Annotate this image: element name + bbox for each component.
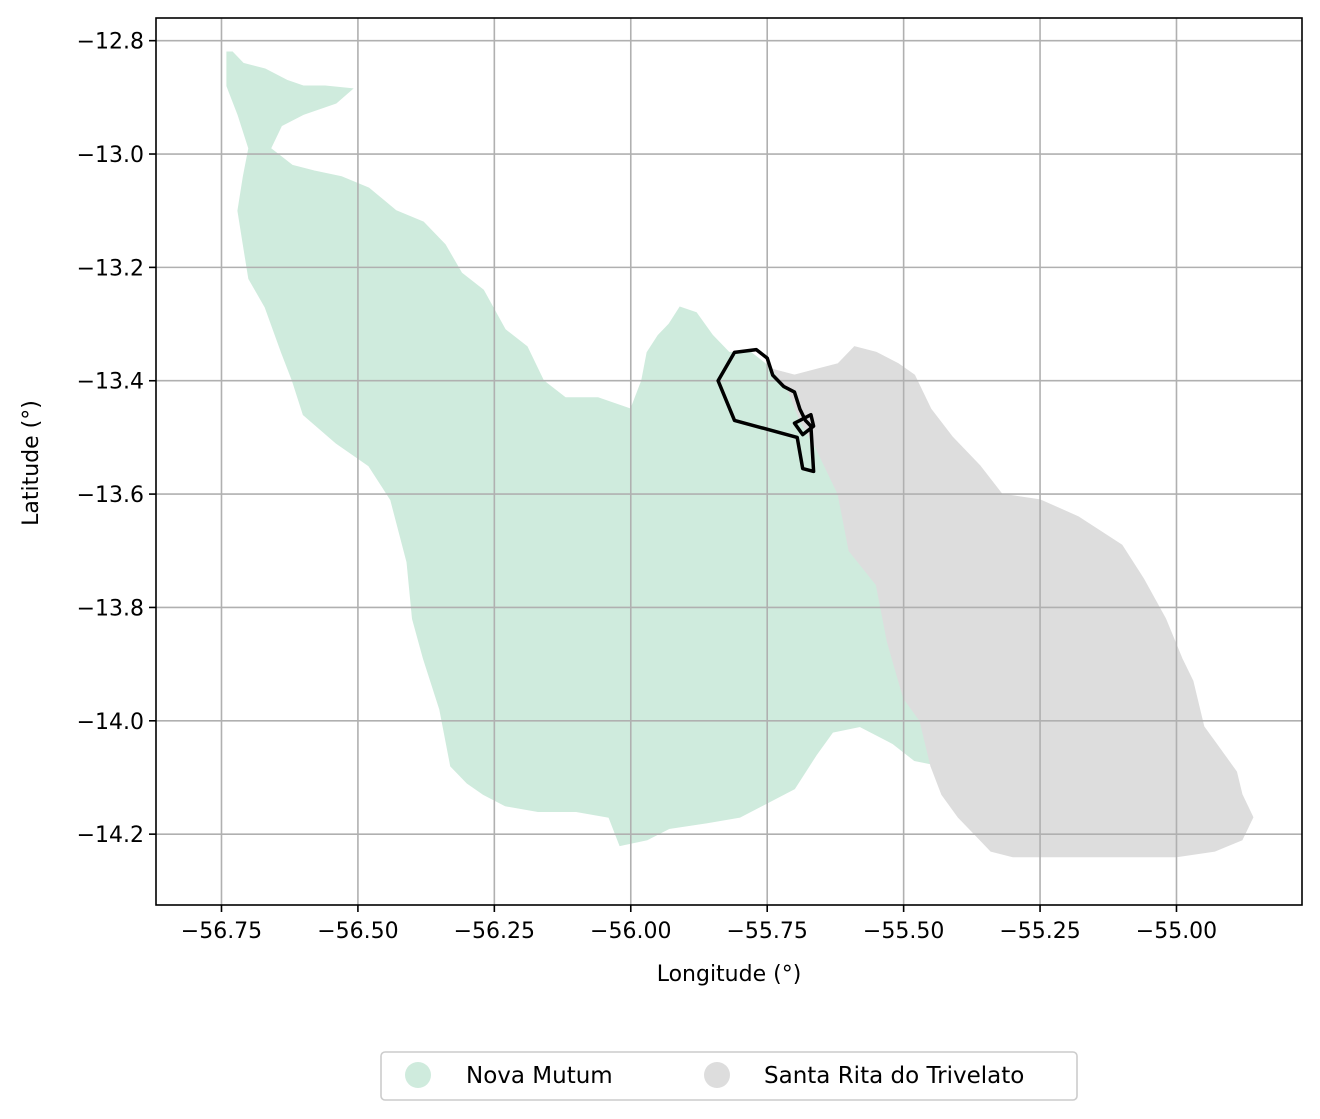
- plot-frame: [155, 17, 1303, 906]
- x-tick-label: −55.75: [726, 919, 807, 944]
- legend-swatch-nova-mutum: [405, 1062, 431, 1088]
- regions-layer: [226, 51, 1254, 858]
- grid-layer: [156, 18, 1302, 905]
- y-axis-label: Latitude (°): [19, 400, 44, 526]
- y-tick-label: −14.2: [77, 823, 144, 848]
- outlines-layer: [716, 347, 816, 474]
- y-tick-label: −12.8: [77, 30, 144, 55]
- x-tick-label: −56.75: [181, 919, 262, 944]
- x-tick-label: −56.25: [454, 919, 535, 944]
- boundary-outline-1: [716, 347, 816, 474]
- x-tick-label: −56.00: [590, 919, 671, 944]
- legend-label-santa-rita-do-trivelato: Santa Rita do Trivelato: [764, 1063, 1024, 1089]
- y-tick-label: −13.4: [77, 370, 144, 395]
- x-tick-label: −55.00: [1136, 919, 1217, 944]
- legend: Nova Mutum Santa Rita do Trivelato: [380, 1051, 1078, 1101]
- x-tick-label: −56.50: [317, 919, 398, 944]
- y-axis-ticks: −12.8 −13.0 −13.2 −13.4 −13.6 −13.8 −14.0 −14.2: [77, 30, 156, 848]
- x-axis-label: Longitude (°): [657, 962, 802, 987]
- y-tick-label: −14.0: [77, 710, 144, 735]
- boundary-outline-2: [792, 412, 816, 437]
- y-tick-label: −13.0: [77, 143, 144, 168]
- x-tick-label: −55.50: [863, 919, 944, 944]
- x-axis-ticks: −56.75 −56.50 −56.25 −56.00 −55.75 −55.50 −55.…: [181, 905, 1217, 944]
- legend-swatch-santa-rita-do-trivelato: [704, 1062, 730, 1088]
- legend-label-nova-mutum: Nova Mutum: [466, 1063, 613, 1089]
- y-tick-label: −13.8: [77, 596, 144, 621]
- y-tick-label: −13.2: [77, 256, 144, 281]
- region-santa-rita-do-trivelato: [771, 346, 1254, 858]
- y-tick-label: −13.6: [77, 483, 144, 508]
- x-tick-label: −55.25: [999, 919, 1080, 944]
